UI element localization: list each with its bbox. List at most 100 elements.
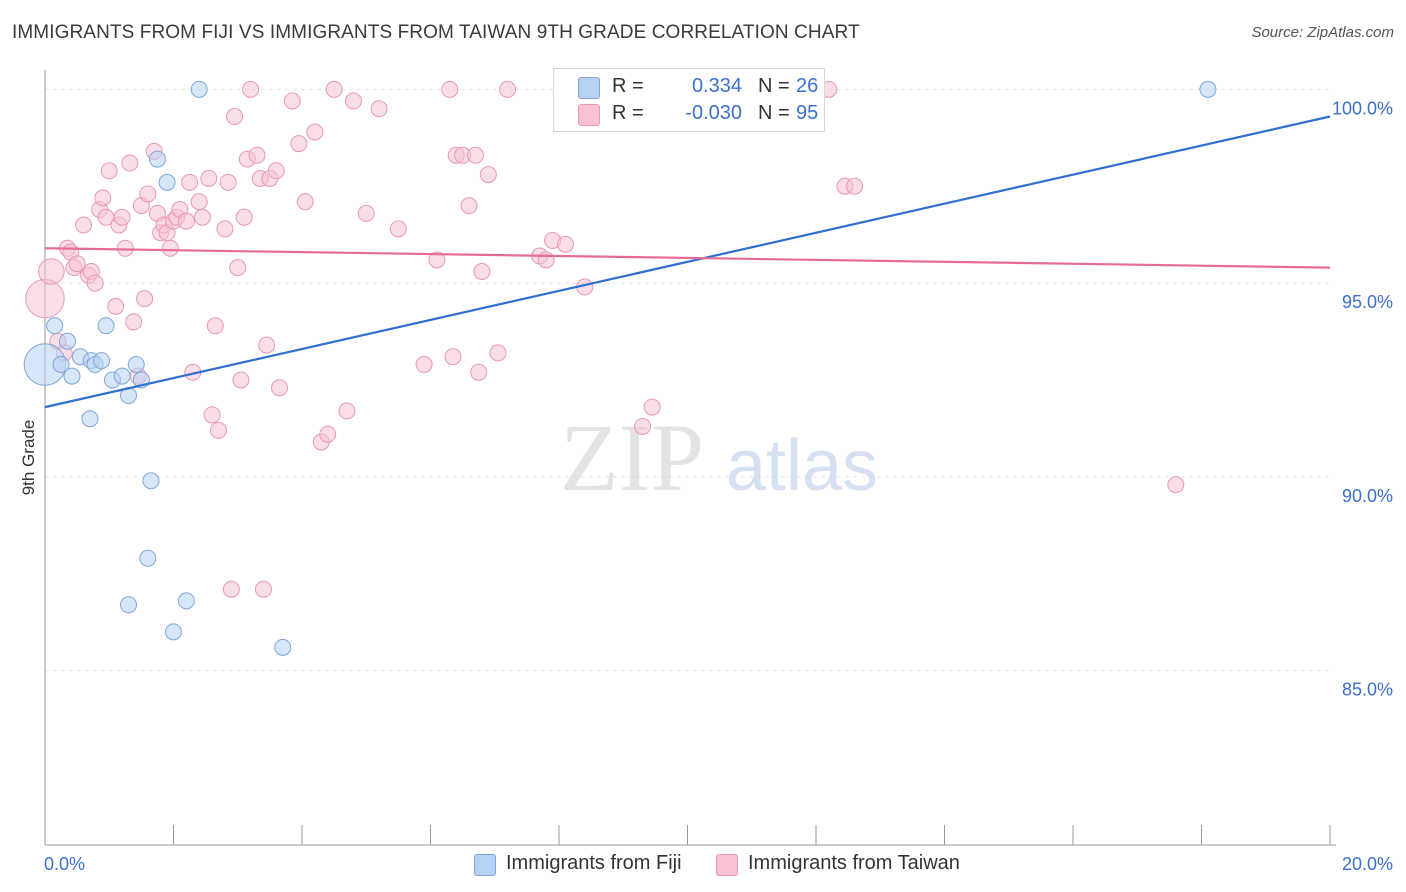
taiwan-point <box>473 263 491 280</box>
fiji-point <box>139 549 157 567</box>
fiji-point <box>58 332 76 350</box>
watermark-atlas: atlas <box>726 426 878 506</box>
taiwan-swatch <box>578 104 600 126</box>
fiji-point <box>177 592 195 610</box>
taiwan-r-value: -0.030 <box>685 102 742 124</box>
fiji-point <box>165 623 182 641</box>
fiji-r-value: 0.334 <box>691 75 742 97</box>
taiwan-swatch <box>716 854 738 876</box>
fiji-point <box>148 150 166 168</box>
taiwan-point <box>136 290 154 308</box>
taiwan-point <box>470 363 488 381</box>
taiwan-point <box>190 193 208 211</box>
fiji-point <box>93 352 111 370</box>
taiwan-point <box>319 425 337 443</box>
taiwan-point <box>86 274 104 292</box>
watermark: ZIP atlas <box>560 404 878 511</box>
taiwan-point <box>444 348 462 366</box>
taiwan-point <box>68 255 86 273</box>
taiwan-point <box>226 108 244 125</box>
y-tick-label: 90.0% <box>1342 486 1393 506</box>
source-label: Source: ZipAtlas.com <box>1251 24 1394 41</box>
fiji-point <box>1199 80 1217 98</box>
taiwan-point <box>181 173 199 191</box>
taiwan-points <box>25 80 1185 598</box>
taiwan-point <box>248 146 266 164</box>
taiwan-point <box>325 80 343 98</box>
taiwan-point <box>389 220 407 238</box>
taiwan-point <box>229 259 247 277</box>
fiji-point <box>158 173 176 191</box>
taiwan-point <box>113 208 131 226</box>
fiji-point <box>142 472 160 490</box>
taiwan-point <box>556 235 574 253</box>
y-tick-label: 85.0% <box>1342 680 1393 700</box>
taiwan-point <box>75 216 93 234</box>
taiwan-point <box>283 92 301 110</box>
taiwan-point <box>466 146 484 164</box>
taiwan-point <box>267 162 285 180</box>
stats-legend: R = 0.334 N = 26 R = -0.030 N = 95 <box>553 68 825 132</box>
taiwan-point <box>242 80 260 98</box>
fiji-point <box>274 638 292 656</box>
taiwan-point <box>116 239 134 257</box>
taiwan-point <box>643 398 661 416</box>
y-tick-label: 95.0% <box>1342 292 1393 312</box>
taiwan-point <box>441 80 459 98</box>
watermark-zip: ZIP <box>560 404 704 511</box>
taiwan-point <box>499 80 517 98</box>
x-tick-label: 20.0% <box>1342 854 1393 874</box>
taiwan-point <box>107 297 125 315</box>
taiwan-point <box>232 371 250 389</box>
taiwan-point <box>634 418 652 435</box>
taiwan-point <box>25 278 65 319</box>
fiji-points <box>23 80 1217 656</box>
fiji-point <box>52 356 70 373</box>
y-axis-label: 9th Grade <box>19 420 38 496</box>
r-label: R = <box>612 75 644 97</box>
r-label: R = <box>612 102 644 124</box>
legend-label-taiwan: Immigrants from Taiwan <box>748 852 960 874</box>
taiwan-point <box>306 123 324 141</box>
taiwan-point <box>344 92 362 110</box>
taiwan-n-value: 95 <box>796 102 819 124</box>
taiwan-point <box>489 344 507 362</box>
taiwan-trend-line <box>44 247 1331 269</box>
n-label: N = <box>758 75 790 97</box>
fiji-point <box>63 367 81 385</box>
taiwan-point <box>177 212 195 230</box>
legend-label-fiji: Immigrants from Fiji <box>506 852 682 874</box>
taiwan-point <box>235 208 253 226</box>
taiwan-point <box>100 162 118 180</box>
taiwan-point <box>94 189 112 207</box>
fiji-n-value: 26 <box>796 75 819 97</box>
tick-labels: 100.0% 95.0% 90.0% 85.0% 0.0% 20.0% <box>44 98 1393 874</box>
taiwan-point <box>121 154 139 172</box>
taiwan-point <box>846 177 864 195</box>
fiji-point <box>113 367 131 385</box>
chart-title: IMMIGRANTS FROM FIJI VS IMMIGRANTS FROM … <box>12 22 860 43</box>
taiwan-point <box>537 251 555 269</box>
taiwan-point <box>209 421 227 439</box>
taiwan-point <box>357 204 375 222</box>
taiwan-point <box>200 170 218 187</box>
taiwan-point <box>222 580 240 598</box>
taiwan-point <box>219 173 237 191</box>
fiji-point <box>120 596 138 614</box>
taiwan-point <box>428 251 446 269</box>
taiwan-point <box>206 317 224 335</box>
x-tick-label: 0.0% <box>44 854 85 874</box>
taiwan-point <box>193 208 211 226</box>
taiwan-point <box>338 402 356 420</box>
fiji-point <box>81 410 99 428</box>
taiwan-point <box>139 185 157 203</box>
taiwan-point <box>296 193 314 211</box>
taiwan-point <box>479 166 497 184</box>
taiwan-point <box>254 580 272 598</box>
taiwan-point <box>415 356 433 373</box>
taiwan-point <box>258 336 276 354</box>
fiji-point <box>127 356 145 373</box>
taiwan-point <box>216 220 234 238</box>
fiji-point <box>190 80 208 98</box>
